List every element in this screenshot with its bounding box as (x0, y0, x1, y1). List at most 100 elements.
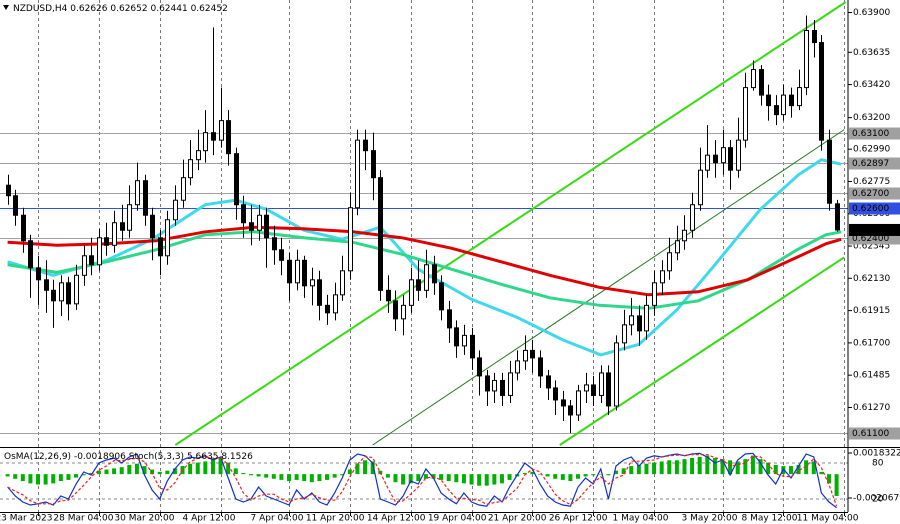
candle-body (667, 252, 672, 272)
osma-bar (317, 474, 322, 482)
osma-bar (393, 474, 398, 483)
osma-bar (636, 464, 641, 475)
osma-bar (347, 469, 352, 475)
osma-bar (652, 462, 657, 475)
osma-bar (127, 464, 132, 475)
y-tick-label: 0.62130 (853, 274, 890, 284)
candle-body (317, 279, 322, 306)
osma-bar (104, 469, 109, 475)
candle-body (751, 69, 756, 89)
candle-body (774, 105, 779, 116)
x-tick-label: 30 Mar 20:00 (114, 514, 174, 524)
osma-bar (195, 462, 200, 475)
osma-bar (226, 462, 231, 475)
candle-body (181, 177, 186, 201)
y-tick-label: 0.63200 (853, 113, 890, 123)
candle-body (36, 267, 41, 281)
x-tick-label: 28 Mar 04:00 (53, 514, 113, 524)
dropdown-icon[interactable] (3, 5, 9, 10)
osma-bar (241, 472, 246, 475)
candle-body (614, 342, 619, 407)
osma-bar (591, 474, 596, 476)
candle-body (188, 159, 193, 179)
open: 0.62626 (70, 4, 107, 14)
candle-body (424, 264, 429, 291)
candle-body (226, 120, 231, 155)
candle-body (241, 204, 246, 224)
osma-bar (773, 464, 778, 475)
candle-body (13, 195, 18, 216)
level-label: 0.61100 (852, 429, 889, 439)
y-tick-label: 0.61270 (853, 403, 890, 413)
stoch-signal (7, 454, 838, 507)
x-tick-label: 4 Apr 12:00 (183, 514, 236, 524)
candle-body (211, 132, 216, 141)
osma-bar (51, 474, 56, 484)
osma-tick-label: -0.0020679 (853, 494, 900, 504)
osma-bar (796, 464, 801, 475)
x-tick-label: 11 Apr 20:00 (306, 514, 365, 524)
level-label: 0.63100 (852, 129, 889, 139)
osma-bar (66, 474, 71, 480)
candle-body (812, 30, 817, 44)
candle-body (74, 274, 79, 305)
candle-body (150, 214, 155, 239)
osma-bar (332, 474, 337, 478)
candle-body (295, 259, 300, 284)
osma-bar (294, 474, 299, 480)
candle-body (713, 154, 718, 164)
candle-body (401, 304, 406, 320)
osma-bar (43, 474, 48, 485)
candle-body (546, 375, 551, 389)
level-label-bg (849, 157, 900, 170)
candle-body (652, 282, 657, 306)
osma-bar (667, 460, 672, 475)
stoch-level-label: 20 (872, 495, 884, 505)
candle-body (462, 334, 467, 347)
trendline (559, 256, 845, 446)
osma-bar (461, 474, 466, 484)
x-tick-label: 8 May 12:00 (742, 514, 798, 524)
osma-bar (74, 474, 79, 478)
symbol: NZDUSD,H4 (13, 4, 68, 14)
candle-body (515, 360, 520, 374)
osma-bar (81, 474, 86, 476)
osma-bar (172, 468, 177, 475)
y-tick-label: 0.62775 (853, 177, 890, 187)
candle-body (644, 304, 649, 332)
osma-bar (416, 474, 421, 482)
osma-bar (119, 467, 124, 475)
x-tick-label: 21 Apr 20:00 (488, 514, 547, 524)
candle-body (272, 237, 277, 251)
level-label: 0.62600 (852, 204, 889, 214)
osma-bar (766, 462, 771, 475)
stoch-signal-value: 8.1526 (221, 452, 253, 462)
osma-bar (758, 459, 763, 475)
osma-bar (606, 474, 611, 476)
osma-bar (834, 474, 839, 496)
osma-bar (545, 474, 550, 477)
y-tick-label: 0.63635 (853, 48, 890, 58)
candle-body (158, 237, 163, 257)
osma-bar (142, 466, 147, 475)
candle-body (485, 375, 490, 392)
candle-body (477, 357, 482, 377)
high: 0.62652 (110, 4, 147, 14)
osma-bar (157, 471, 162, 475)
candle-body (698, 169, 703, 206)
osma-bar (621, 468, 626, 475)
stoch-name: Stoch(5,3,3) (129, 452, 184, 462)
candle-body (568, 405, 573, 416)
candle-body (257, 214, 262, 231)
y-tick-label: 0.61915 (853, 306, 890, 316)
osma-bar (553, 474, 558, 479)
x-tick-label: 23 Mar 2023 (0, 514, 53, 524)
x-tick-label: 11 May 04:00 (797, 514, 859, 524)
osma-bar (28, 474, 33, 484)
osma-bar (735, 461, 740, 475)
chart-header: NZDUSD,H4 0.62626 0.62652 0.62441 0.6245… (13, 4, 228, 14)
osma-bar (530, 471, 535, 475)
y-tick-label: 0.63420 (853, 80, 890, 90)
candle-body (279, 249, 284, 261)
